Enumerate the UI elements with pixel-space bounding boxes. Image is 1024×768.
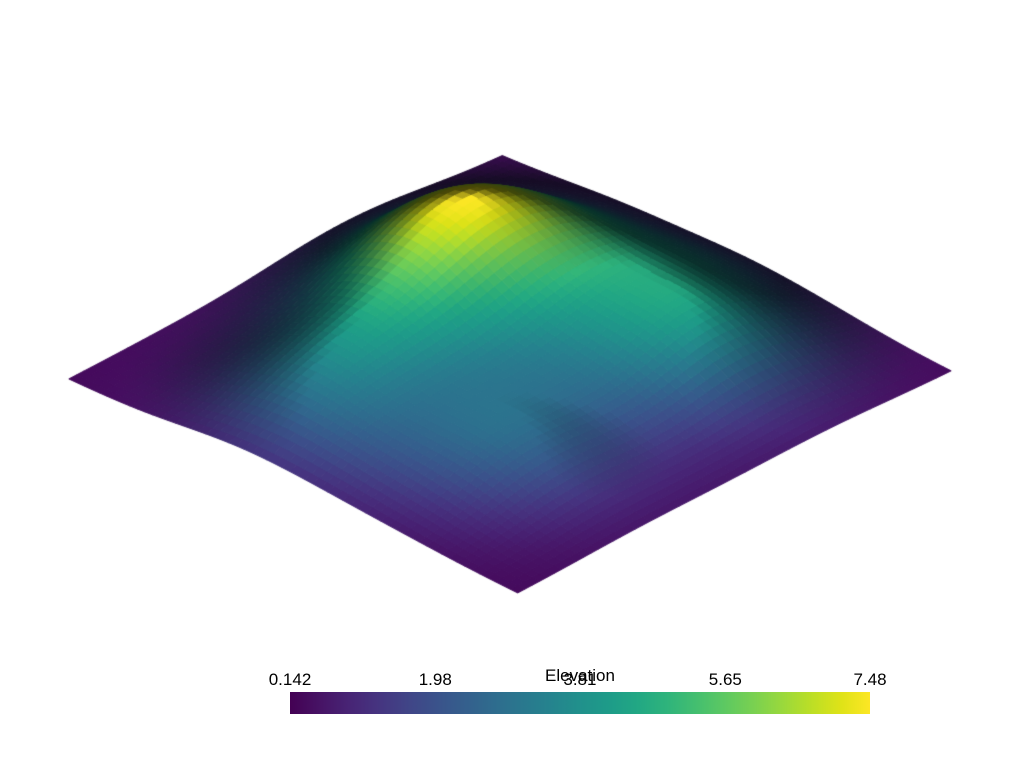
colorbar-tick: 3.81 [563, 670, 596, 690]
colorbar-gradient [290, 692, 870, 714]
surface-plot [0, 0, 1024, 768]
colorbar-tick: 7.48 [853, 670, 886, 690]
colorbar-tick: 1.98 [419, 670, 452, 690]
colorbar: Elevation 0.142 1.98 3.81 5.65 7.48 [290, 692, 870, 719]
colorbar-ticks: 0.142 1.98 3.81 5.65 7.48 [290, 670, 870, 690]
colorbar-tick: 0.142 [269, 670, 312, 690]
colorbar-tick: 5.65 [709, 670, 742, 690]
